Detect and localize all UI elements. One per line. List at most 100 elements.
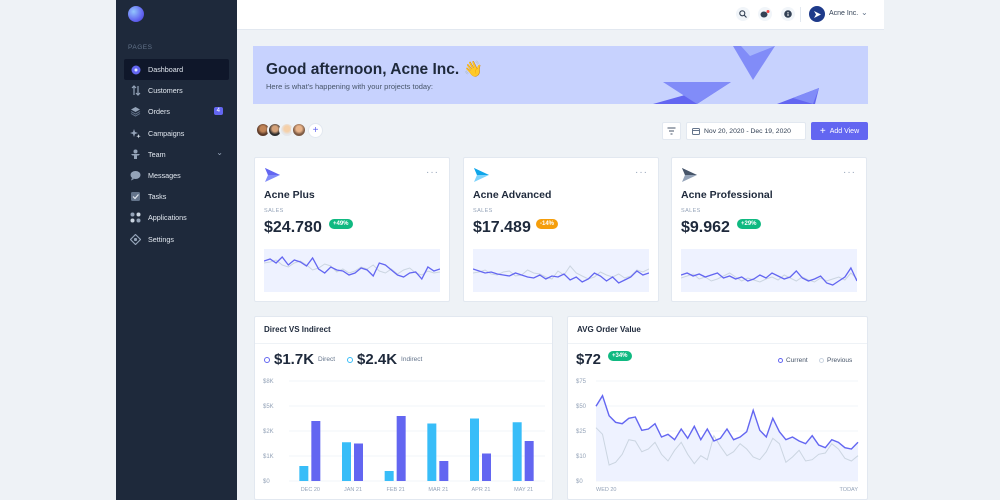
bar-indirect <box>512 422 522 481</box>
sidebar-item-label: Tasks <box>148 192 167 202</box>
add-member-button[interactable]: + <box>308 123 323 138</box>
sidebar-section-label: PAGES <box>128 44 153 51</box>
sidebar: PAGES Dashboard Customers Orders 4 Campa… <box>116 0 237 500</box>
more-options-icon[interactable]: ··· <box>635 167 648 178</box>
product-logo-icon <box>474 168 489 182</box>
add-view-label: Add View <box>829 127 860 135</box>
bar-direct <box>354 443 363 481</box>
sparkline-chart <box>264 249 440 292</box>
sidebar-item-settings[interactable]: Settings <box>124 229 229 250</box>
line-current <box>595 394 859 450</box>
chevron-down-icon[interactable]: ⌄ <box>216 147 223 157</box>
growth-badge: -14% <box>536 219 559 229</box>
avg-order-value-card: AVG Order Value $72 +34% Current Previou… <box>567 316 868 500</box>
legend-direct: $1.7K Direct <box>264 351 335 368</box>
applications-icon <box>130 212 141 223</box>
sidebar-item-label: Applications <box>148 213 187 223</box>
legend-previous[interactable]: Previous <box>819 357 852 364</box>
sidebar-item-tasks[interactable]: Tasks <box>124 186 229 207</box>
bar-direct <box>311 421 321 481</box>
sidebar-item-orders[interactable]: Orders 4 <box>124 101 229 122</box>
sidebar-item-applications[interactable]: Applications <box>124 207 229 228</box>
chevron-down-icon[interactable]: ⌄ <box>861 8 868 17</box>
sparkline-current <box>264 256 440 281</box>
greeting-subtitle: Here is what's happening with your proje… <box>266 82 433 91</box>
bar-direct <box>439 461 449 481</box>
bar-direct <box>482 453 491 481</box>
messages-icon <box>130 170 141 181</box>
bar-indirect <box>427 423 437 481</box>
user-name[interactable]: Acne Inc. <box>829 10 859 17</box>
product-title: Acne Advanced <box>473 189 552 201</box>
direct-vs-indirect-card: Direct VS Indirect $1.7K Direct $2.4K In… <box>254 316 553 500</box>
sparkline-current <box>681 266 857 286</box>
team-avatars: + <box>255 122 323 138</box>
sidebar-item-label: Orders <box>148 107 170 117</box>
y-tick-label: $0 <box>576 479 583 485</box>
bar-indirect <box>299 466 309 481</box>
sales-label: SALES <box>264 208 284 214</box>
growth-badge: +29% <box>737 219 761 229</box>
customers-icon <box>130 85 141 97</box>
product-logo-icon <box>265 168 280 182</box>
calendar-icon <box>692 128 700 135</box>
sparkline-previous <box>681 272 857 283</box>
sidebar-item-label: Settings <box>148 234 174 244</box>
y-tick-label: $1K <box>263 454 274 460</box>
date-range-text: Nov 20, 2020 - Dec 19, 2020 <box>704 127 791 135</box>
bar-indirect <box>342 442 351 481</box>
sparkline-chart <box>681 249 857 292</box>
sidebar-nav: Dashboard Customers Orders 4 Campaigns T… <box>124 59 229 250</box>
sidebar-item-messages[interactable]: Messages <box>124 165 229 186</box>
info-icon[interactable] <box>781 7 795 21</box>
team-icon <box>130 149 141 160</box>
sparkline-area <box>264 249 440 292</box>
x-tick-label: APR 21 <box>472 487 491 493</box>
previous-label: Previous <box>827 357 853 364</box>
sidebar-item-label: Campaigns <box>148 128 185 138</box>
growth-badge: +49% <box>329 219 353 229</box>
sidebar-item-campaigns[interactable]: Campaigns <box>124 123 229 144</box>
product-card-acne-advanced: ··· Acne Advanced SALES $17.489 -14% <box>463 157 659 302</box>
dashboard-icon <box>130 64 141 75</box>
orders-icon <box>130 106 141 118</box>
search-icon[interactable] <box>736 7 750 21</box>
x-tick-label: FEB 21 <box>386 487 404 493</box>
more-options-icon[interactable]: ··· <box>426 167 439 178</box>
notifications-icon[interactable] <box>758 7 772 21</box>
date-range-picker[interactable]: Nov 20, 2020 - Dec 19, 2020 <box>686 122 806 140</box>
product-title: Acne Professional <box>681 189 773 201</box>
more-options-icon[interactable]: ··· <box>843 167 856 178</box>
current-label: Current <box>786 357 808 364</box>
add-view-button[interactable]: + Add View <box>811 122 868 140</box>
sparkline-current <box>473 268 649 284</box>
y-tick-label: $0 <box>263 479 270 485</box>
sales-value: $17.489 <box>473 219 531 236</box>
card-divider <box>255 343 552 344</box>
growth-badge: +34% <box>608 351 632 361</box>
sparkline-chart <box>473 249 649 292</box>
sidebar-item-dashboard[interactable]: Dashboard <box>124 59 229 81</box>
card-title: Direct VS Indirect <box>264 325 331 334</box>
sales-label: SALES <box>473 208 493 214</box>
legend-current[interactable]: Current <box>778 357 808 364</box>
sales-value: $9.962 <box>681 219 730 236</box>
x-tick-label: DEC 20 <box>301 487 320 493</box>
welcome-banner: Good afternoon, Acne Inc. 👋 Here is what… <box>253 46 868 104</box>
avatar[interactable] <box>291 122 307 138</box>
product-title: Acne Plus <box>264 189 315 201</box>
filter-button[interactable] <box>662 122 681 140</box>
x-tick-label: JAN 21 <box>344 487 362 493</box>
bar-direct <box>524 441 534 481</box>
sidebar-item-label: Customers <box>148 86 183 96</box>
user-avatar[interactable] <box>809 6 825 22</box>
y-tick-label: $10 <box>576 454 587 460</box>
logo[interactable] <box>128 6 144 22</box>
filter-icon <box>667 127 676 135</box>
bar-chart: $0 $1K $2K $5K $8K DEC 20 JAN 21 FEB 21 MAR 21 AP… <box>263 379 545 493</box>
x-tick-label: TODAY <box>840 487 859 493</box>
y-tick-label: $5K <box>263 404 274 410</box>
x-tick-label: WED 20 <box>596 487 616 493</box>
sidebar-item-customers[interactable]: Customers <box>124 80 229 101</box>
sidebar-item-team[interactable]: Team ⌄ <box>124 144 229 165</box>
